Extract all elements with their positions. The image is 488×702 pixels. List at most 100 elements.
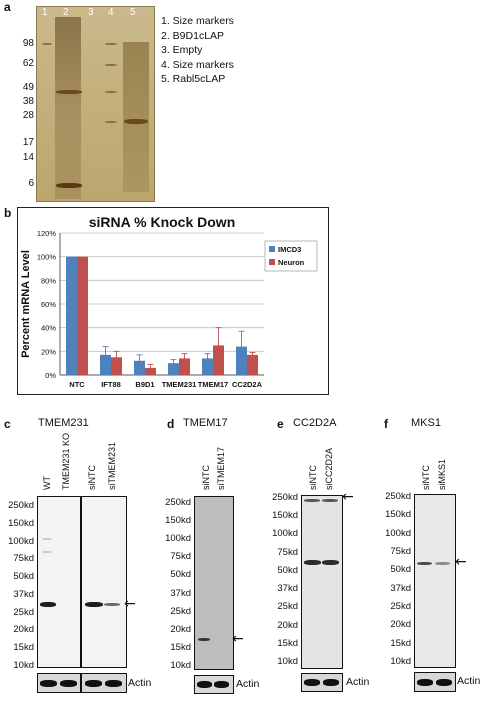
y-axis-label: Percent mRNA Level bbox=[20, 250, 32, 358]
legend-item: 1. Size markers bbox=[161, 15, 234, 27]
gel-mw-marker: 28 bbox=[22, 110, 34, 121]
mw-marker-label: 15kd bbox=[277, 637, 298, 649]
lane-label: siCC2D2A bbox=[324, 447, 334, 490]
lane-label: siTMEM231 bbox=[107, 441, 117, 490]
lane-label: siMKS1 bbox=[437, 458, 447, 490]
blot-band bbox=[198, 638, 210, 641]
panel-c-letter: c bbox=[4, 417, 11, 431]
blot-band bbox=[435, 562, 450, 565]
y-tick-label: 80% bbox=[41, 276, 56, 285]
bar-imcd3-b9d1 bbox=[134, 360, 145, 375]
blot-band bbox=[417, 562, 432, 565]
lane-label: siNTC bbox=[421, 465, 431, 490]
y-tick-label: 120% bbox=[37, 229, 57, 238]
mw-marker-label: 25kd bbox=[390, 601, 411, 612]
bar-neuron-b9d1 bbox=[145, 367, 156, 375]
blot-band bbox=[322, 560, 339, 565]
mw-marker-label: 250kd bbox=[385, 491, 411, 502]
bar-neuron-tmem231 bbox=[179, 358, 190, 375]
blot-band bbox=[42, 538, 52, 540]
mw-marker-label: 25kd bbox=[277, 601, 298, 613]
blot-d bbox=[194, 496, 234, 670]
gel-mw-marker: 17 bbox=[22, 137, 34, 148]
mw-marker-label: 15kd bbox=[170, 641, 191, 653]
gel-marker-band bbox=[105, 64, 117, 66]
gel-marker-band bbox=[42, 43, 52, 45]
mw-marker-label: 25kd bbox=[13, 606, 34, 618]
panel-a-letter: a bbox=[4, 0, 11, 14]
mw-marker-label: 20kd bbox=[390, 619, 411, 631]
mw-marker-label: 75kd bbox=[390, 546, 411, 557]
actin-label: Actin bbox=[346, 676, 370, 688]
mw-marker-label: 37kd bbox=[390, 582, 411, 594]
mw-marker-label: 50kd bbox=[390, 564, 411, 576]
panel-e-title: CC2D2A bbox=[293, 417, 337, 429]
mw-marker-label: 10kd bbox=[13, 660, 34, 671]
chart-title: siRNA % Knock Down bbox=[89, 214, 236, 230]
blot-band bbox=[40, 602, 56, 607]
actin-band bbox=[417, 679, 433, 686]
actin-label: Actin bbox=[128, 677, 152, 689]
actin-blot-c-left bbox=[37, 673, 81, 693]
blot-band bbox=[42, 551, 52, 553]
gel-band bbox=[124, 119, 148, 124]
x-tick-label: NTC bbox=[69, 380, 85, 389]
actin-blot-d bbox=[194, 675, 234, 694]
blot-band bbox=[104, 603, 120, 606]
x-tick-label: TMEM17 bbox=[198, 380, 228, 389]
chart-frame bbox=[17, 207, 329, 395]
panel-e-letter: e bbox=[277, 417, 284, 431]
mw-marker-label: 25kd bbox=[170, 605, 191, 617]
bar-imcd3-tmem17 bbox=[202, 358, 213, 375]
gel-mw-marker: 49 bbox=[22, 82, 34, 93]
legend-swatch bbox=[269, 259, 275, 265]
legend-item: 3. Empty bbox=[161, 44, 203, 57]
panel-d-letter: d bbox=[167, 417, 175, 431]
gel-lane-2-smear bbox=[55, 17, 81, 199]
mw-marker-label: 100kd bbox=[8, 535, 34, 547]
panel-d-title: TMEM17 bbox=[183, 417, 228, 429]
mw-marker-label: 75kd bbox=[277, 546, 298, 558]
actin-band bbox=[40, 680, 57, 687]
mw-marker-label: 20kd bbox=[277, 619, 298, 631]
gel-marker-band bbox=[105, 43, 117, 45]
mw-marker-label: 150kd bbox=[8, 517, 34, 529]
legend-item: 5. Rabl5cLAP bbox=[161, 73, 226, 86]
mw-marker-label: 250kd bbox=[165, 497, 191, 508]
actin-band bbox=[323, 679, 339, 686]
mw-marker-label: 20kd bbox=[13, 624, 34, 636]
gel-lane-number: 2 bbox=[63, 7, 69, 18]
mw-marker-label: 15kd bbox=[13, 642, 34, 654]
mw-marker-label: 50kd bbox=[170, 569, 191, 581]
mw-marker-label: 150kd bbox=[385, 509, 411, 521]
y-tick-label: 60% bbox=[41, 300, 56, 309]
actin-blot-f bbox=[414, 672, 456, 692]
actin-band bbox=[436, 679, 452, 686]
lane-label: siTMEM17 bbox=[216, 446, 226, 490]
silver-stain-gel bbox=[36, 6, 155, 202]
panel-c-title: TMEM231 bbox=[38, 417, 89, 429]
lane-label: siNTC bbox=[201, 465, 211, 490]
gel-mw-marker: 98 bbox=[22, 38, 34, 49]
band-arrow: ← bbox=[455, 554, 467, 570]
gel-lane-number: 5 bbox=[130, 7, 136, 18]
panel-f-letter: f bbox=[384, 417, 388, 431]
gel-legend: 1. Size markers 2. B9D1cLAP 3. Empty 4. … bbox=[161, 14, 234, 87]
bar-neuron-ift88 bbox=[111, 357, 122, 375]
legend-swatch bbox=[269, 246, 275, 252]
lane-label: siNTC bbox=[87, 465, 97, 490]
panel-b-letter: b bbox=[4, 206, 12, 220]
gel-mw-marker: 14 bbox=[22, 152, 34, 163]
actin-band bbox=[304, 679, 320, 686]
gel-mw-marker: 6 bbox=[28, 178, 34, 189]
actin-band bbox=[60, 680, 77, 687]
gel-marker-band bbox=[105, 121, 117, 123]
bar-imcd3-tmem231 bbox=[168, 363, 179, 375]
mw-marker-label: 50kd bbox=[13, 571, 34, 583]
gel-lane-number: 4 bbox=[108, 7, 114, 18]
mw-marker-label: 75kd bbox=[13, 553, 34, 565]
actin-band bbox=[85, 680, 102, 687]
y-tick-label: 20% bbox=[41, 347, 56, 356]
legend-label: Neuron bbox=[278, 258, 305, 267]
lane-label: TMEM231 KO bbox=[61, 432, 71, 490]
